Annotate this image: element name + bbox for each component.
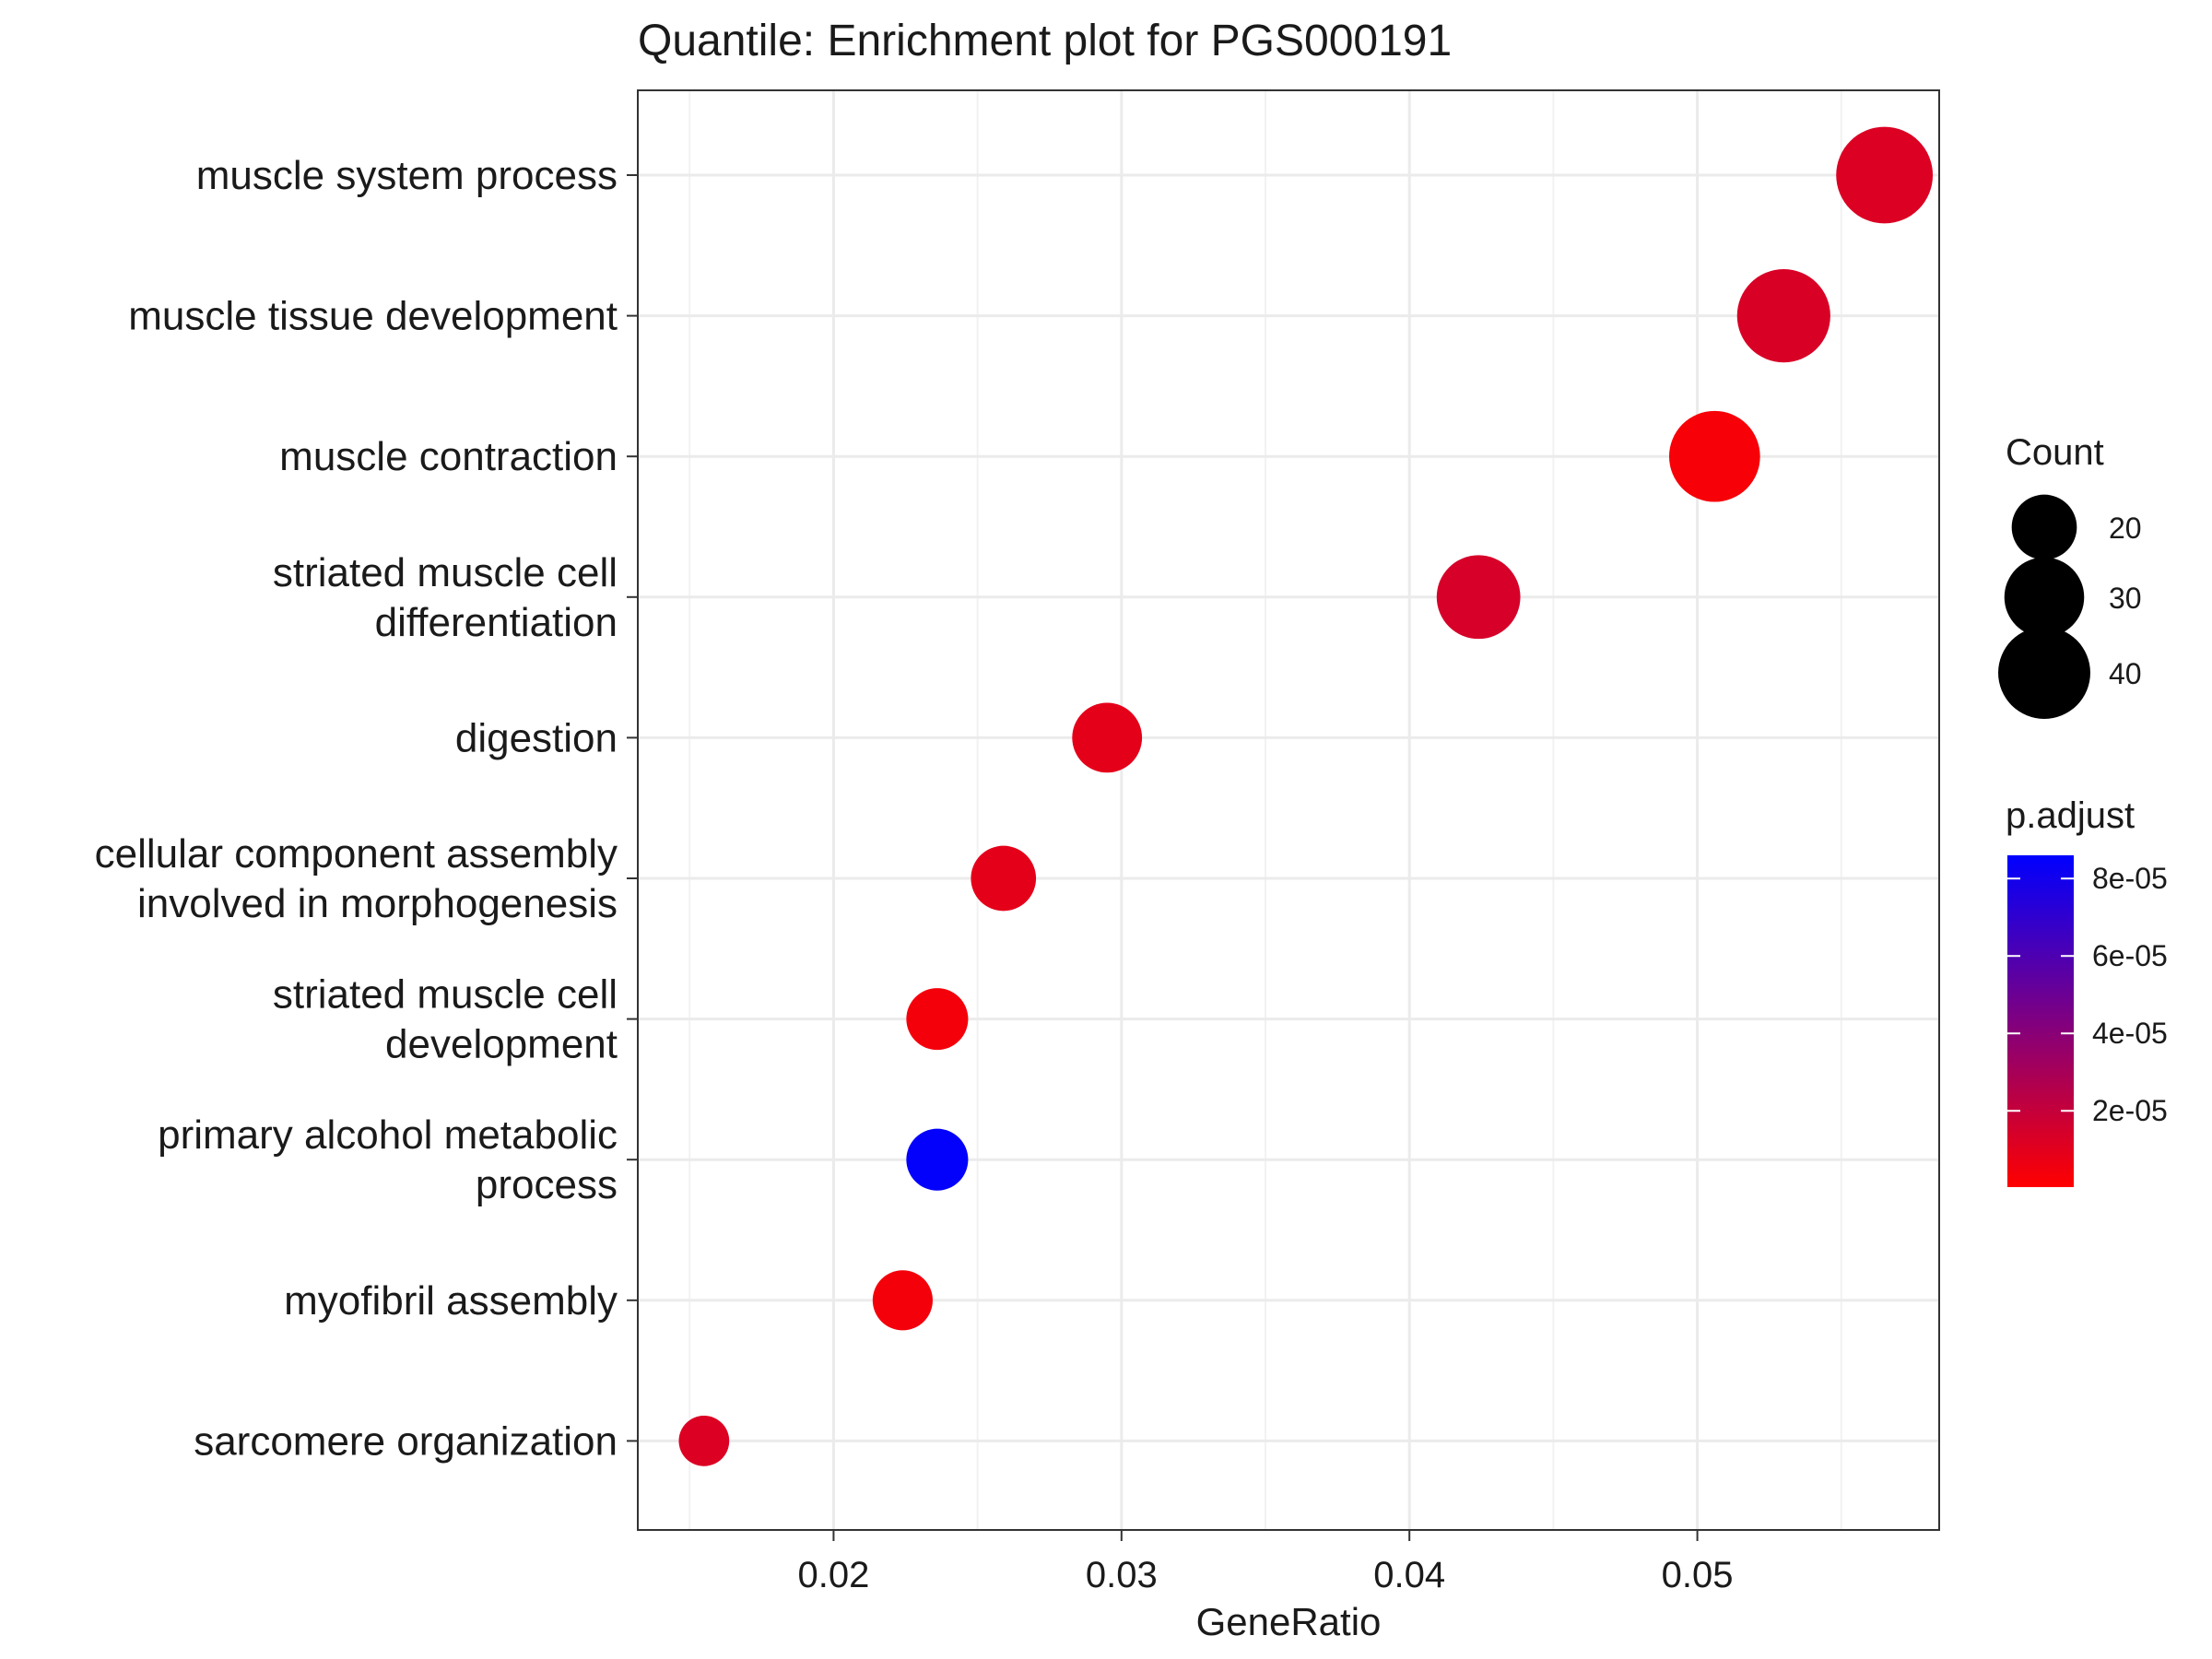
y-category-label: cellular component assembly xyxy=(95,831,618,877)
data-points xyxy=(678,126,1934,1466)
count-legend-key xyxy=(1998,627,2090,719)
y-category-label: muscle tissue development xyxy=(128,294,618,339)
plot-panel-border xyxy=(637,89,1940,1531)
y-category-label: digestion xyxy=(455,715,618,760)
x-tick-label: 0.03 xyxy=(1086,1555,1158,1595)
colorbar-tick-label: 6e-05 xyxy=(2092,939,2168,972)
data-point xyxy=(1736,269,1830,363)
data-point xyxy=(1836,126,1934,224)
count-legend-key xyxy=(2011,494,2077,560)
count-legend-label: 20 xyxy=(2109,512,2142,545)
colorbar-tick-label: 2e-05 xyxy=(2092,1094,2168,1127)
data-point xyxy=(1668,410,1760,502)
y-category-label: muscle system process xyxy=(196,153,618,198)
colorbar-tick-label: 4e-05 xyxy=(2092,1017,2168,1050)
x-tick-label: 0.02 xyxy=(797,1555,869,1595)
major-gridlines xyxy=(638,90,1939,1530)
y-category-label: striated muscle cell xyxy=(273,972,618,1018)
x-tick-label: 0.05 xyxy=(1662,1555,1734,1595)
data-point xyxy=(906,988,969,1051)
p-adjust-legend-title: p.adjust xyxy=(2006,795,2135,836)
count-legend-label: 30 xyxy=(2109,582,2142,615)
x-tick-label: 0.04 xyxy=(1373,1555,1445,1595)
colorbar-tick-label: 8e-05 xyxy=(2092,862,2168,895)
count-legend: 20 30 40 xyxy=(1998,494,2142,719)
y-axis: muscle system process muscle tissue devel… xyxy=(95,153,638,1464)
data-point xyxy=(906,1128,969,1191)
minor-gridlines xyxy=(688,90,1842,1530)
count-legend-title: Count xyxy=(2006,432,2104,473)
x-axis-title: GeneRatio xyxy=(1196,1600,1382,1643)
y-category-label: muscle contraction xyxy=(279,434,618,479)
count-legend-key xyxy=(2004,557,2085,638)
y-category-label: process xyxy=(476,1162,618,1207)
y-category-label: development xyxy=(385,1022,618,1067)
y-category-label: sarcomere organization xyxy=(194,1418,618,1464)
chart-title: Quantile: Enrichment plot for PGS000191 xyxy=(638,17,1452,65)
count-legend-label: 40 xyxy=(2109,657,2142,690)
x-axis: 0.02 0.03 0.04 0.05 xyxy=(797,1530,1734,1595)
y-category-label: differentiation xyxy=(375,600,618,645)
data-point xyxy=(1072,702,1143,773)
data-point xyxy=(1436,555,1521,640)
y-category-label: striated muscle cell xyxy=(273,550,618,595)
y-category-label: primary alcohol metabolic xyxy=(158,1112,618,1158)
colorbar-ticks: 2e-05 4e-05 6e-05 8e-05 xyxy=(2007,862,2168,1127)
data-point xyxy=(678,1416,730,1466)
p-adjust-colorbar xyxy=(2007,855,2074,1187)
data-point xyxy=(971,845,1037,912)
y-category-label: myofibril assembly xyxy=(284,1278,618,1324)
y-category-label: involved in morphogenesis xyxy=(137,881,618,926)
data-point xyxy=(872,1270,933,1331)
